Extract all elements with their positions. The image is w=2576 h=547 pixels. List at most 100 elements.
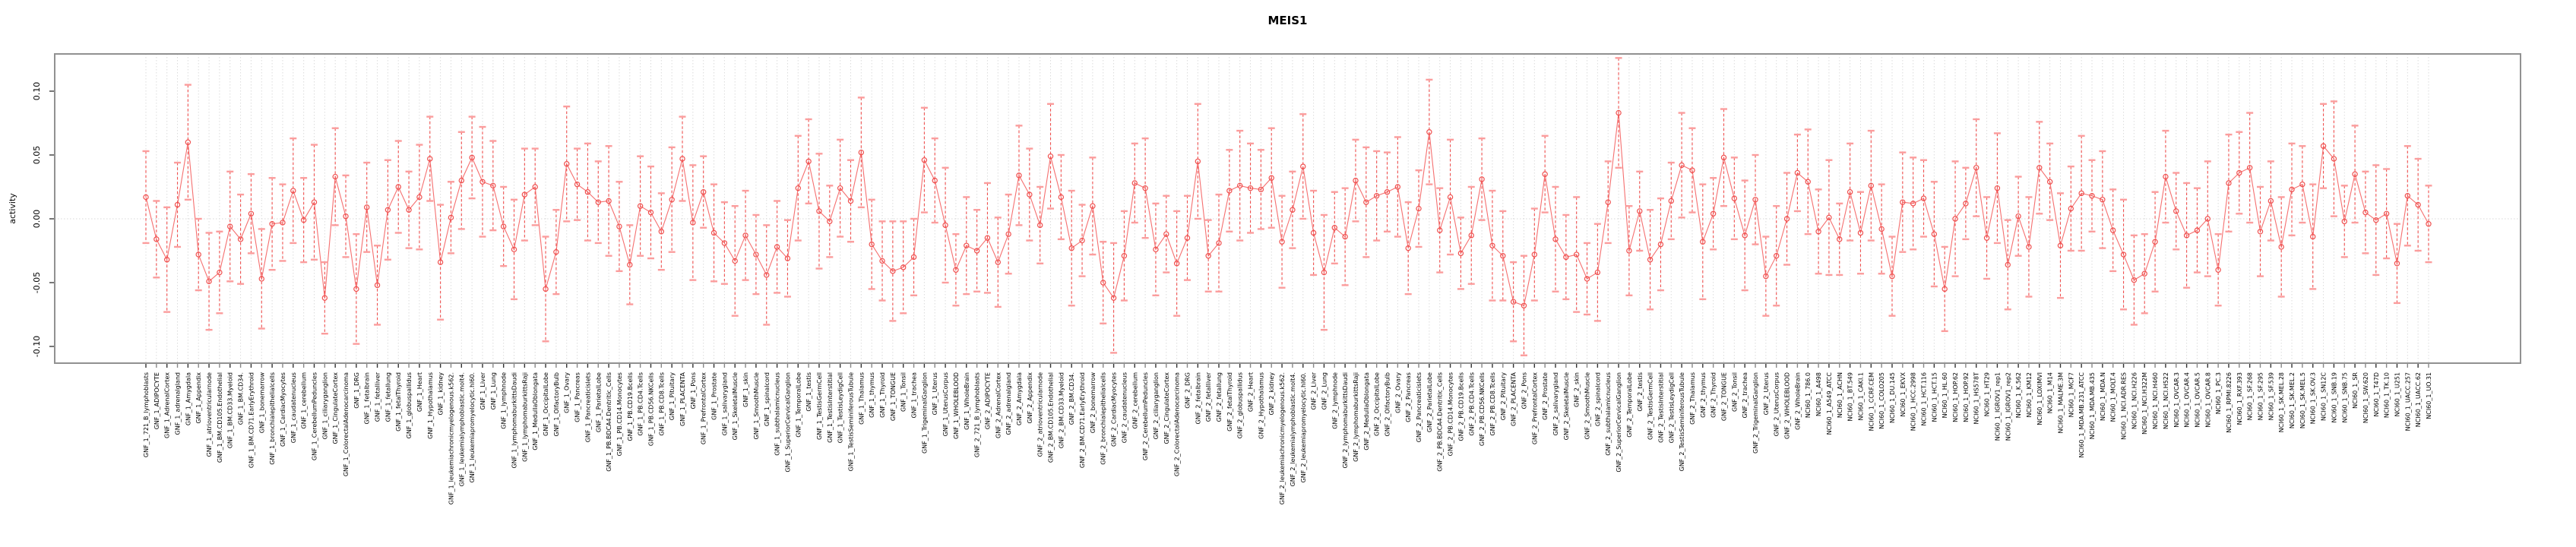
- x-tick-label: GNF_2_fetallung: [1216, 372, 1223, 422]
- x-tick-label: GNF_2_CerebellumPeduncles: [1142, 372, 1149, 460]
- x-tick-label: GNF_2_Heart: [1248, 372, 1255, 412]
- x-tick-label: GNF_1_trachea: [911, 372, 918, 419]
- data-point-marker: [2373, 217, 2379, 223]
- data-point-marker: [1815, 229, 1821, 235]
- x-tick-label: GNF_2_fetalbrain: [1195, 372, 1201, 424]
- x-tick-label: GNF_2_OccipitalLobe: [1374, 372, 1381, 436]
- x-tick-label: GNF_1_skin: [742, 372, 749, 407]
- data-point-marker: [1679, 162, 1685, 169]
- data-point-marker: [437, 259, 444, 265]
- data-point-marker: [858, 149, 865, 156]
- data-point-marker: [1752, 197, 1758, 203]
- x-tick-label: GNF_1_WholeBrain: [964, 372, 970, 430]
- data-point-marker: [143, 194, 149, 201]
- data-point-marker: [890, 268, 896, 274]
- x-tick-label: GNF_2_Pancreaticislets: [1416, 372, 1422, 442]
- data-point-marker: [1058, 194, 1065, 201]
- x-tick-label: NCI60_1_NCI.H460: [2152, 372, 2159, 429]
- data-point-marker: [1847, 189, 1853, 195]
- x-tick-label: GNF_1_fetalThyroid: [395, 372, 402, 432]
- data-point-marker: [2310, 233, 2316, 240]
- data-point-marker: [2046, 179, 2053, 185]
- data-point-marker: [1310, 229, 1317, 236]
- x-tick-label: NCI60_1_SN12C: [2321, 372, 2328, 421]
- data-point-marker: [163, 257, 170, 263]
- x-tick-label: GNF_2_TestisInterstitial: [1657, 372, 1664, 443]
- data-point-marker: [1468, 232, 1474, 239]
- x-tick-label: GNF_1_fetallung: [385, 372, 391, 422]
- data-point-marker: [1237, 182, 1243, 189]
- x-tick-label: GNF_1_Thyroid: [879, 372, 886, 418]
- x-tick-label: GNF_1_Prostate: [711, 372, 718, 420]
- data-point-marker: [1258, 186, 1264, 193]
- x-tick-label: GNF_2_Pancreas: [1405, 372, 1412, 422]
- x-tick-label: GNF_2_OlfactoryBulb: [1385, 372, 1391, 436]
- x-tick-label: NCI60_1_NCI.H226: [2131, 372, 2138, 429]
- y-tick-label: 0.10: [32, 82, 42, 101]
- x-tick-label: NCI60_1_HCC.2998: [1910, 372, 1917, 431]
- data-point-marker: [658, 229, 665, 235]
- data-point-marker: [448, 214, 454, 221]
- data-point-marker: [553, 248, 559, 255]
- x-tick-label: NCI60_1_UACC.62: [2415, 372, 2422, 427]
- data-point-marker: [1647, 257, 1654, 263]
- data-point-marker: [1774, 253, 1780, 259]
- data-point-marker: [1542, 171, 1548, 177]
- x-tick-label: GNF_2_Amygdala: [1016, 372, 1023, 425]
- data-point-marker: [269, 221, 275, 227]
- data-point-marker: [1857, 229, 1864, 236]
- x-tick-label: GNF_1_721_B_lymphoblasts: [143, 372, 150, 457]
- x-tick-label: NCI60_1_SK.OV.3: [2310, 372, 2317, 424]
- x-tick-label: GNF_1_Pituitary: [669, 372, 676, 421]
- x-tick-label: GNF_2_PB.CD56.NKCells: [1479, 372, 1486, 446]
- data-point-marker: [2383, 210, 2390, 217]
- x-tick-label: GNF_2_PB.BDCA4.Dentritic_Cells: [1437, 372, 1444, 472]
- x-tick-label: GNF_2_TestisGermCell: [1647, 372, 1654, 440]
- data-point-marker: [869, 241, 875, 248]
- data-point-marker: [385, 207, 391, 213]
- x-tick-label: GNF_1_Pancreaticislets: [584, 372, 591, 442]
- x-tick-label: GNF_1_TrigeminalGanglion: [921, 372, 928, 454]
- data-point-marker: [2362, 209, 2369, 216]
- data-point-marker: [1531, 251, 1538, 258]
- data-point-marker: [290, 188, 296, 194]
- data-point-marker: [647, 209, 654, 216]
- x-tick-label: GNF_1_Uterus: [932, 372, 938, 415]
- data-point-marker: [458, 177, 464, 184]
- x-tick-label: GNF_1_CardiacMyocytes: [280, 372, 286, 447]
- x-tick-label: GNF_1_PB.CD8.Tcells: [658, 372, 665, 436]
- data-point-marker: [1353, 177, 1359, 184]
- x-tick-label: NCI60_1_UO.31: [2426, 372, 2432, 419]
- x-tick-label: NCI60_1_HOP.62: [1952, 372, 1959, 422]
- data-point-marker: [332, 173, 338, 180]
- data-point-marker: [637, 203, 644, 209]
- data-point-marker: [2026, 244, 2032, 250]
- x-tick-label: GNF_2_TrigeminalGanglion: [1752, 372, 1759, 454]
- x-tick-label: GNF_2_TONGUE: [1720, 372, 1727, 421]
- x-tick-label: GNF_1_bronchialepithelialcells: [269, 372, 276, 465]
- x-tick-label: NCI60_1_786.0: [1805, 372, 1812, 418]
- x-tick-label: NCI60_1_CCRF.CEM: [1868, 372, 1875, 431]
- data-point-marker: [1889, 273, 1895, 280]
- x-tick-label: NCI60_1_OVCAR.8: [2204, 372, 2211, 428]
- x-tick-label: GNF_1_caudatenucleus: [290, 372, 297, 443]
- x-tick-label: GNF_2_Uterus: [1763, 372, 1770, 415]
- x-tick-label: GNF_2_leukemialymphoblastic.molt4.: [1290, 372, 1296, 486]
- data-point-marker: [374, 282, 381, 289]
- data-point-marker: [1563, 254, 1569, 261]
- x-tick-label: GNF_1_Ovary: [564, 372, 571, 413]
- data-point-marker: [280, 220, 286, 226]
- data-point-marker: [827, 218, 833, 225]
- x-tick-label: NCI60_1_SF.295: [2258, 372, 2264, 420]
- x-tick-label: GNF_2_SuperiorCervicalGanglion: [1616, 372, 1622, 473]
- data-point-marker: [1405, 245, 1411, 251]
- x-tick-label: GNF_1_ParietalLobe: [595, 372, 602, 432]
- data-point-marker: [784, 255, 791, 261]
- data-point-marker: [1321, 269, 1328, 276]
- x-tick-label: GNF_2_fetalThyroid: [1226, 372, 1233, 432]
- data-point-marker: [2341, 218, 2347, 225]
- x-tick-label: GNF_1_PB.CD14.Monocytes: [616, 372, 623, 456]
- data-point-marker: [427, 156, 433, 162]
